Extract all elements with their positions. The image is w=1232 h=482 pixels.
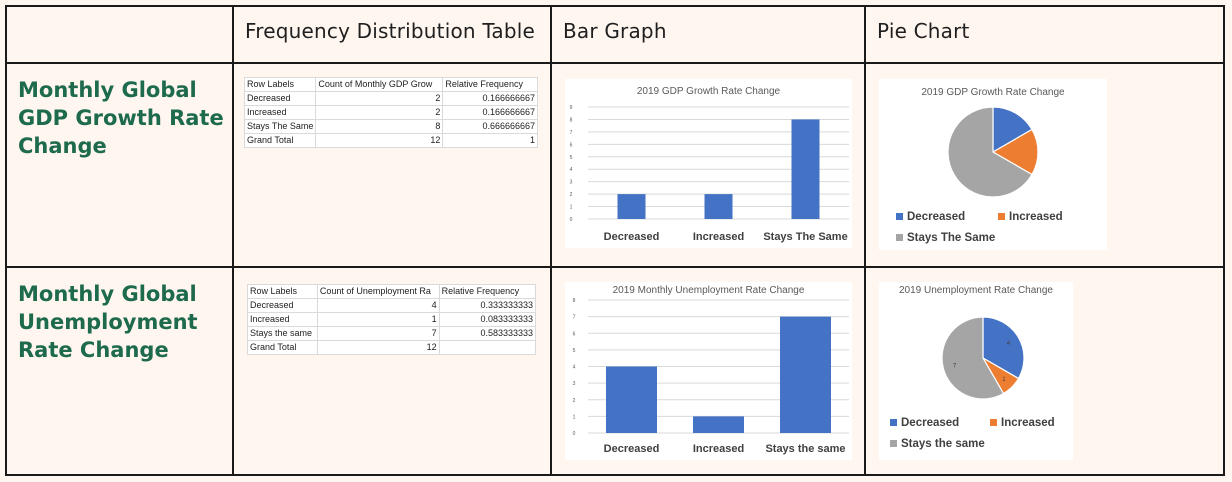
bar-cell-unemployment: 2019 Monthly Unemployment Rate Change 0 1 2…: [550, 266, 866, 476]
table-row: Increased 1 0.083333333: [247, 312, 537, 327]
x-category-label: Decreased: [604, 231, 660, 243]
pie-slice: [941, 316, 1005, 400]
pie-chart-unemployment: 2019 Unemployment Rate Change 4 1 7 Decrease…: [879, 282, 1073, 460]
y-tick-label: 8: [573, 298, 576, 304]
legend-swatch: [896, 213, 903, 220]
chart-title: 2019 Unemployment Rate Change: [899, 285, 1053, 296]
y-tick-label: 5: [570, 155, 573, 161]
y-tick-label: 4: [570, 167, 573, 173]
legend-entry: Increased: [1009, 211, 1063, 223]
pie-cell-gdp: 2019 GDP Growth Rate Change Decreased Incr…: [864, 62, 1225, 268]
pie-slice: [991, 128, 1039, 176]
pie-data-label: 7: [953, 364, 957, 370]
pie-data-label: 1: [1002, 377, 1006, 383]
y-tick-label: 4: [573, 365, 576, 371]
table-row: Stays The Same 8 0.666666667: [243, 119, 538, 134]
legend-entry: Decreased: [901, 417, 959, 429]
legend-swatch: [990, 419, 997, 426]
freq-table-cell-gdp: Row Labels Count of Monthly GDP Grow Rel…: [232, 62, 552, 268]
chart-title: 2019 GDP Growth Rate Change: [637, 86, 781, 97]
legend-swatch: [998, 213, 1005, 220]
pie-chart-gdp: 2019 GDP Growth Rate Change Decreased Incr…: [879, 79, 1107, 250]
header-freq-table: Frequency Distribution Table: [232, 5, 552, 64]
y-tick-label: 6: [573, 331, 576, 337]
freq-table-cell-unemployment: Row Labels Count of Unemployment Ra Rela…: [232, 266, 552, 476]
y-tick-label: 1: [570, 205, 573, 211]
chart-title: 2019 GDP Growth Rate Change: [921, 87, 1065, 98]
legend-swatch: [890, 419, 897, 426]
table-row: Decreased 4 0.333333333: [247, 298, 537, 313]
y-tick-label: 0: [573, 431, 576, 437]
x-category-label: Decreased: [604, 443, 660, 455]
table-row: Decreased 2 0.166666667: [243, 91, 538, 106]
row-label-gdp: Monthly Global GDP Growth Rate Change: [5, 62, 234, 268]
row-label-text: Monthly Global Unemployment Rate Change: [18, 282, 198, 362]
y-tick-label: 6: [570, 142, 573, 148]
row-label-text: Monthly Global GDP Growth Rate Change: [18, 78, 224, 158]
freq-table-unemployment: Row Labels Count of Unemployment Ra Rela…: [247, 284, 537, 355]
x-category-label: Stays The Same: [763, 231, 847, 243]
table-row: Increased 2 0.166666667: [243, 105, 538, 120]
chart-title: 2019 Monthly Unemployment Rate Change: [613, 285, 805, 296]
bar-chart-unemployment: 2019 Monthly Unemployment Rate Change 0 1 2…: [565, 282, 852, 460]
bar: [606, 366, 657, 433]
bar: [780, 316, 831, 433]
y-tick-label: 3: [570, 180, 573, 186]
comparison-table: Frequency Distribution Table Bar Graph P…: [5, 5, 1225, 476]
y-tick-label: 9: [570, 105, 573, 111]
bar-cell-gdp: 2019 GDP Growth Rate Change 0 1 2 3 4 5 6 7 8 9 Dec…: [550, 62, 866, 268]
row-label-unemployment: Monthly Global Unemployment Rate Change: [5, 266, 234, 476]
y-tick-label: 2: [573, 398, 576, 404]
bar: [617, 194, 646, 219]
table-row: Row Labels Count of Unemployment Ra Rela…: [247, 284, 537, 299]
y-tick-label: 7: [573, 315, 576, 321]
table-row: Row Labels Count of Monthly GDP Grow Rel…: [243, 77, 538, 92]
bar-chart-gdp: 2019 GDP Growth Rate Change 0 1 2 3 4 5 6 7 8 9 Dec…: [565, 79, 852, 248]
y-tick-label: 7: [570, 130, 573, 136]
pie-data-label: 4: [1007, 341, 1011, 347]
corner-cell: [5, 5, 234, 64]
legend-entry: Decreased: [907, 211, 965, 223]
table-row: Grand Total 12 1: [243, 133, 538, 148]
pie-slice: [992, 106, 1033, 154]
header-bar-graph: Bar Graph: [550, 5, 866, 64]
legend-entry: Stays The Same: [907, 232, 995, 244]
bar: [704, 194, 733, 219]
y-tick-label: 3: [573, 381, 576, 387]
table-row: Stays the same 7 0.583333333: [247, 326, 537, 341]
legend-entry: Increased: [1001, 417, 1055, 429]
freq-table-gdp: Row Labels Count of Monthly GDP Grow Rel…: [243, 77, 538, 148]
legend-swatch: [890, 440, 897, 447]
x-category-label: Increased: [693, 443, 744, 455]
y-tick-label: 8: [570, 117, 573, 123]
x-category-label: Stays the same: [765, 443, 845, 455]
legend-entry: Stays the same: [901, 438, 985, 450]
bar: [693, 416, 744, 433]
pie-cell-unemployment: 2019 Unemployment Rate Change 4 1 7 Decrease…: [864, 266, 1225, 476]
y-tick-label: 2: [570, 192, 573, 198]
bar: [791, 119, 820, 219]
table-row: Grand Total 12: [247, 340, 537, 355]
pie-slice: [982, 316, 1025, 380]
y-tick-label: 5: [573, 348, 576, 354]
y-tick-label: 1: [573, 414, 576, 420]
pie-slice: [947, 106, 1033, 198]
x-category-label: Increased: [693, 231, 744, 243]
y-tick-label: 0: [570, 217, 573, 223]
header-pie-chart: Pie Chart: [864, 5, 1225, 64]
legend-swatch: [896, 234, 903, 241]
